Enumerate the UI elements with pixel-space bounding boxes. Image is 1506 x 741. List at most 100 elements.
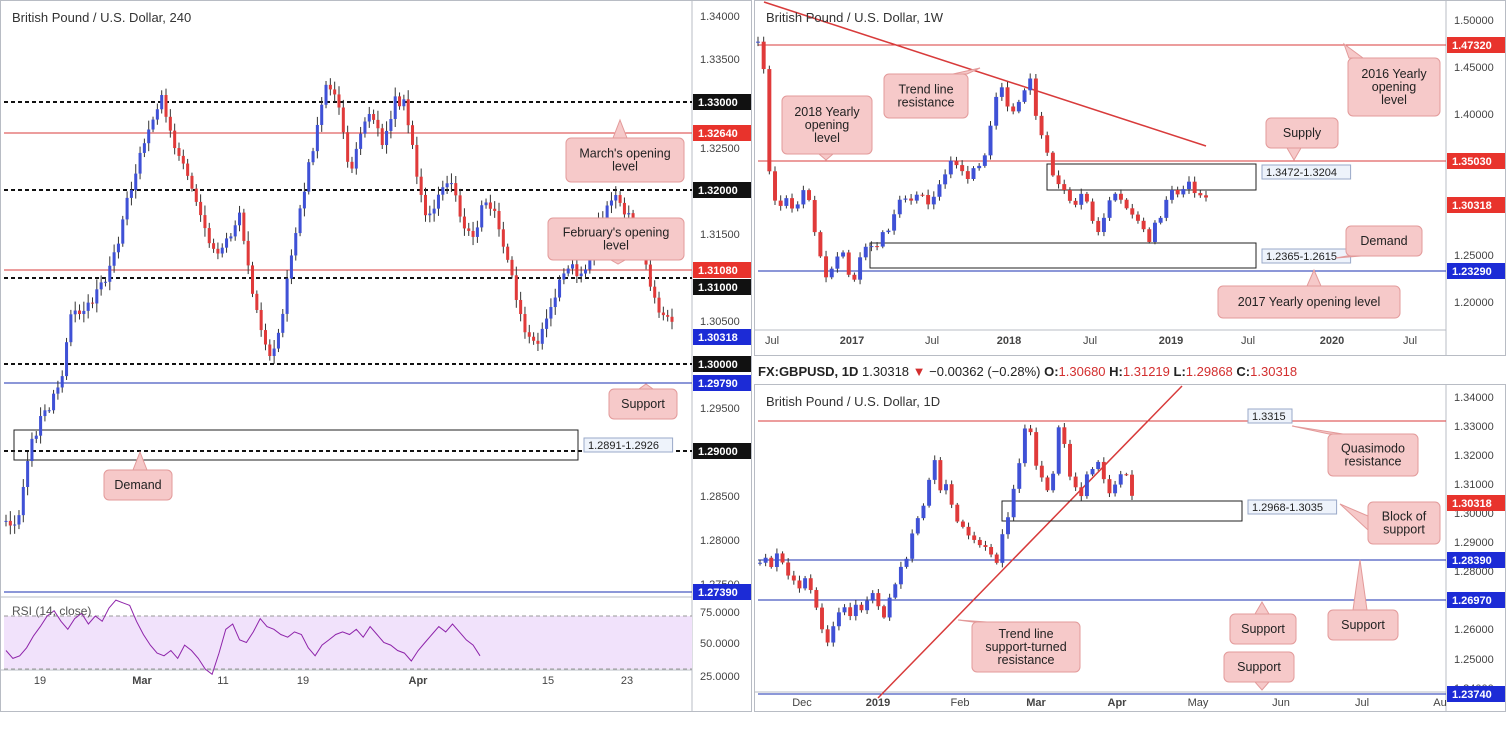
d1-candle [820, 603, 824, 634]
w1-candle [869, 241, 874, 252]
h4-candle [467, 222, 471, 236]
w1-x-tick-label: 2017 [840, 335, 864, 347]
h4-candle [614, 186, 618, 209]
w1-zone-box [869, 242, 1257, 269]
h4-y-tick-label: 1.31500 [700, 229, 740, 241]
w1-candle [977, 163, 982, 171]
svg-text:February's opening: February's opening [563, 226, 670, 240]
svg-text:level: level [603, 239, 629, 253]
w1-x-tick-label: Jul [1083, 335, 1097, 347]
h4-frame [0, 0, 752, 712]
h4-price-tag: 1.31000 [693, 279, 751, 295]
w1-candle [756, 36, 760, 47]
h4-candle [389, 110, 393, 139]
d1-candle [1051, 471, 1056, 493]
svg-text:level: level [814, 131, 840, 145]
d1-y-tick-label: 1.29000 [1454, 537, 1494, 549]
svg-text:1.31000: 1.31000 [698, 282, 738, 294]
d1-x-tick-label: Jul [1355, 697, 1369, 709]
d1-candle [1000, 529, 1005, 568]
w1-candle [767, 65, 772, 175]
h4-candle [333, 81, 337, 102]
d1-candle [1028, 424, 1033, 436]
h4-zone-box [13, 429, 579, 461]
h4-y-tick-label: 1.28500 [700, 491, 740, 503]
h4-candle [458, 188, 462, 223]
w1-candle [1147, 227, 1152, 244]
h4-candle [484, 198, 488, 209]
w1-x-tick-label: Jul [765, 335, 779, 347]
d1-candle [1056, 425, 1061, 476]
h4-chart-panel: 1.34000 1.33500 1.32500 1.32000 1.31500 1.305… [0, 0, 752, 712]
h4-candle [462, 208, 466, 236]
w1-candle [1204, 190, 1208, 202]
svg-text:1.3472-1.3204: 1.3472-1.3204 [1266, 167, 1337, 179]
w1-candle [1107, 196, 1112, 221]
h4-candle [553, 288, 557, 315]
w1-candle [1187, 176, 1191, 194]
w1-y-tick-label: 1.25000 [1454, 250, 1494, 262]
w1-candle [875, 242, 880, 251]
h4-candle [216, 242, 220, 260]
h4-y-tick-label: 1.32500 [700, 143, 740, 155]
h4-candle [190, 172, 194, 192]
h4-y-tick-label: 1.29500 [700, 403, 740, 415]
h4-candle [90, 297, 95, 309]
w1-candle [1056, 170, 1061, 189]
d1-candle [960, 519, 965, 529]
d1-candle [791, 570, 796, 585]
w1-candle [886, 228, 891, 234]
h4-candle [510, 256, 514, 279]
d1-candle [758, 559, 762, 566]
h4-candle [147, 120, 151, 152]
h4-candle [99, 275, 103, 296]
w1-candle [943, 169, 948, 189]
h4-candle [562, 268, 566, 285]
w1-candle [1022, 88, 1027, 104]
w1-candle [965, 165, 970, 184]
h4-x-tick-label: Mar [132, 675, 152, 687]
w1-candle [1198, 190, 1203, 198]
h4-candle [661, 306, 665, 321]
d1-value-label: 1.3315 [1247, 408, 1293, 424]
h4-candle [545, 309, 549, 338]
w1-candle [914, 191, 919, 204]
h4-candle [246, 231, 250, 275]
h4-candle [315, 116, 319, 159]
w1-candle [926, 189, 931, 210]
d1-candle [1073, 472, 1078, 491]
h4-candle [4, 514, 8, 527]
d1-candle [853, 599, 858, 621]
d1-candle [983, 540, 988, 551]
w1-candle [1135, 211, 1140, 224]
d1-candle [774, 548, 779, 572]
w1-candle [1067, 187, 1072, 204]
h4-candle [320, 97, 324, 132]
w1-candle [812, 195, 817, 236]
symbol-label[interactable]: FX:GBPUSD, 1D [758, 364, 859, 379]
d1-candle [1130, 470, 1134, 500]
h4-candle [670, 308, 674, 330]
h4-candle [432, 199, 436, 222]
d1-candle [803, 575, 808, 591]
h4-candle [82, 301, 86, 323]
close-value: 1.30318 [1250, 364, 1298, 379]
h4-candle [359, 126, 363, 155]
w1-candle [1141, 217, 1146, 233]
d1-candle [1017, 458, 1022, 494]
h4-price-tag: 1.29000 [693, 443, 751, 459]
w1-candle [994, 92, 999, 130]
h4-candle [52, 389, 56, 414]
w1-candle [1039, 111, 1044, 139]
open-value: 1.30680 [1058, 364, 1106, 379]
h4-candle [506, 243, 510, 263]
d1-candle [1034, 427, 1039, 470]
h4-candle [328, 78, 332, 96]
d1-candle [898, 561, 903, 589]
d1-y-tick-label: 1.31000 [1454, 479, 1494, 491]
h4-chart: 1.34000 1.33500 1.32500 1.32000 1.31500 1.305… [0, 0, 752, 712]
d1-candle [848, 602, 853, 621]
h4-rsi-line [5, 599, 481, 676]
w1-x-tick-label: 2020 [1320, 335, 1344, 347]
